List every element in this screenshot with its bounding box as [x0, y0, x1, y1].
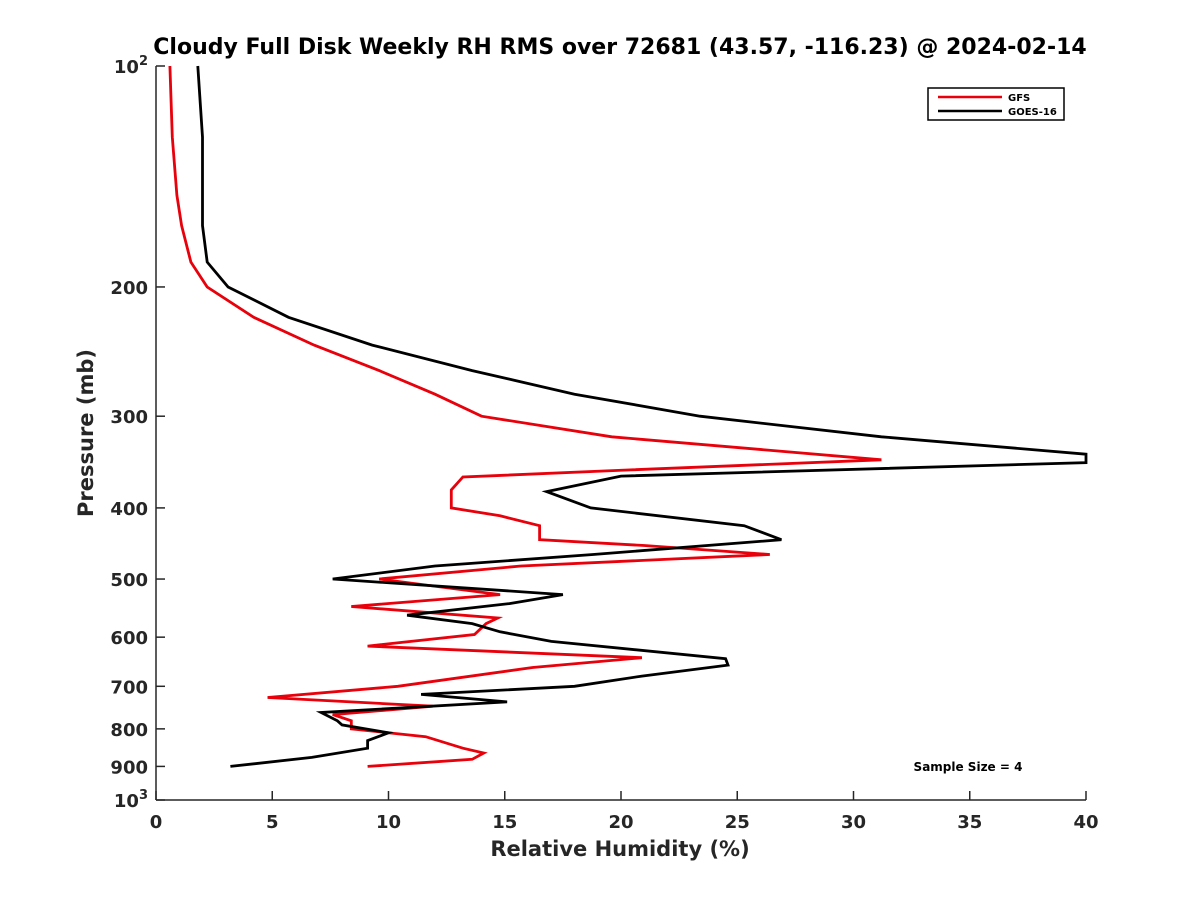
x-axis-label: Relative Humidity (%)	[490, 837, 749, 861]
x-tick-label: 35	[957, 812, 982, 833]
y-tick-label: 103	[114, 788, 148, 812]
series-line-gfs	[168, 65, 882, 768]
series-line-goes16	[196, 65, 1088, 768]
y-tick-label: 102	[114, 54, 148, 78]
legend-label-goes16: GOES-16	[1008, 107, 1057, 118]
y-tick-label: 300	[110, 407, 148, 428]
x-tick-label: 20	[608, 812, 633, 833]
x-tick-label: 30	[841, 812, 866, 833]
y-tick-label: 900	[110, 757, 148, 778]
chart-title: Cloudy Full Disk Weekly RH RMS over 7268…	[153, 35, 1086, 60]
x-tick-label: 40	[1073, 812, 1098, 833]
y-tick-label: 500	[110, 570, 148, 591]
sample-size-annotation: Sample Size = 4	[914, 760, 1023, 774]
legend-box	[927, 87, 1065, 121]
y-tick-label: 700	[110, 677, 148, 698]
x-tick-label: 0	[150, 812, 163, 833]
y-tick-label: 200	[110, 278, 148, 299]
legend-label-gfs: GFS	[1008, 93, 1030, 104]
x-tick-label: 15	[492, 812, 517, 833]
x-tick-label: 5	[266, 812, 279, 833]
x-tick-label: 25	[725, 812, 750, 833]
x-tick-label: 10	[376, 812, 401, 833]
y-tick-label: 800	[110, 720, 148, 741]
legend: GFS GOES-16	[927, 87, 1065, 121]
y-tick-label: 600	[110, 628, 148, 649]
y-axis-label: Pressure (mb)	[74, 349, 98, 517]
series-group	[168, 65, 1088, 768]
axes: 0 5 10 15 20 25 30 35 40 102 200 300 400 500 600 700 800…	[110, 54, 1098, 833]
y-tick-label: 400	[110, 499, 148, 520]
